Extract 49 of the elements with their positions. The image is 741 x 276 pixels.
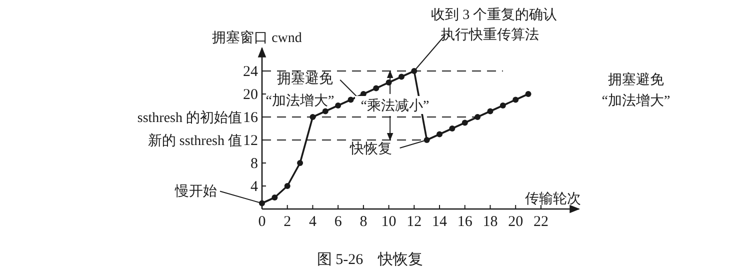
point xyxy=(272,194,278,200)
ref-line-label: ssthresh 的初始值 xyxy=(137,110,242,126)
point xyxy=(500,102,506,108)
point xyxy=(512,96,519,103)
x-tick-label: 0 xyxy=(258,214,266,230)
point xyxy=(284,183,290,189)
x-tick-label: 6 xyxy=(334,214,342,230)
point xyxy=(525,91,532,97)
y-tick-label: 24 xyxy=(243,64,258,80)
point xyxy=(398,74,404,80)
x-tick-label: 4 xyxy=(308,214,317,230)
annotation: 慢开始 xyxy=(174,183,217,200)
text: 执行快重传算法 xyxy=(441,27,539,43)
point xyxy=(487,108,494,114)
x-tick-label: 20 xyxy=(508,214,524,230)
point xyxy=(310,114,316,120)
point xyxy=(335,102,342,108)
annotation: 拥塞避免 xyxy=(277,70,334,87)
x-tick-label: 14 xyxy=(432,214,448,230)
x-axis-title: 传输轮次 xyxy=(525,191,581,207)
y-tick-label: 4 xyxy=(250,179,258,195)
point xyxy=(462,120,468,126)
x-tick-label: 22 xyxy=(533,214,548,230)
annotation: “加法增大” xyxy=(266,93,334,109)
text: “加法增大” xyxy=(602,93,670,109)
x-tick-label: 16 xyxy=(457,214,473,230)
point xyxy=(474,114,481,120)
x-tick-label: 18 xyxy=(482,214,498,230)
x-tick-label: 10 xyxy=(381,214,396,230)
y-tick-label: 12 xyxy=(243,133,258,149)
text: 图 5-26 快恢复 xyxy=(316,251,424,268)
point xyxy=(348,96,354,103)
y-axis-title: 拥塞窗口 cwnd xyxy=(212,30,302,46)
x-tick-label: 8 xyxy=(360,214,368,230)
y-tick-label: 20 xyxy=(243,87,258,103)
y-tick-label: 16 xyxy=(243,110,258,126)
x-tick-label: 12 xyxy=(406,214,422,230)
ref-line-label: 新的 ssthresh 值 xyxy=(148,133,242,149)
point xyxy=(373,85,380,92)
annotation: 收到 3 个重复的确认 xyxy=(431,7,558,23)
point xyxy=(449,126,456,132)
point xyxy=(322,108,328,114)
text: 拥塞避免 xyxy=(608,72,664,88)
annotation: 快恢复 xyxy=(348,141,392,157)
point xyxy=(297,160,304,166)
point xyxy=(436,131,443,138)
x-tick-label: 2 xyxy=(284,214,292,230)
annotation: “乘法减小” xyxy=(360,98,430,114)
y-tick-label: 8 xyxy=(250,156,258,172)
